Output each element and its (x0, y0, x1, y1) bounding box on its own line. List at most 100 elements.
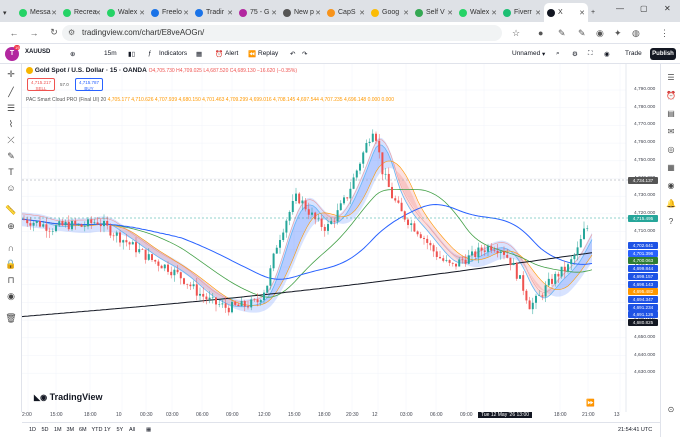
tab-close-icon[interactable]: ✕ (315, 9, 321, 17)
tab-close-icon[interactable]: ✕ (227, 9, 233, 17)
reload-icon[interactable]: ↻ (50, 27, 58, 37)
undo-icon[interactable]: ↶ (290, 51, 296, 58)
range-button[interactable]: 1M (54, 427, 62, 433)
tab-close-icon[interactable]: ✕ (359, 9, 365, 17)
tab-close-icon[interactable]: ✕ (579, 9, 585, 17)
range-button[interactable]: 1Y (104, 427, 111, 433)
browser-tab[interactable]: Walex ✕ (104, 3, 148, 22)
extension-icon[interactable]: ● (538, 28, 544, 38)
tab-close-icon[interactable]: ✕ (535, 9, 541, 17)
interval-button[interactable]: 15m (104, 50, 117, 57)
trash-icon[interactable]: 🗑 (5, 313, 17, 323)
indicator-legend[interactable]: PAC Smart Cloud PRO (Final UI) 20 4,705.… (26, 97, 394, 103)
url-field[interactable]: ⚙ tradingview.com/chart/E8veAOGn/ (62, 25, 502, 41)
scroll-to-realtime-icon[interactable]: ⏩ (586, 400, 595, 407)
bookmark-star-icon[interactable]: ☆ (512, 28, 521, 38)
tab-close-icon[interactable]: ✕ (139, 9, 145, 17)
tab-close-icon[interactable]: ✕ (403, 9, 409, 17)
buy-button[interactable]: 4,715.787 BUY (75, 78, 103, 91)
trade-button[interactable]: Trade (625, 50, 642, 57)
browser-tab[interactable]: CapS ✕ (324, 3, 368, 22)
ruler-icon[interactable]: 📏 (5, 205, 17, 215)
tab-close-icon[interactable]: ✕ (447, 9, 453, 17)
browser-tab[interactable]: Walex ✕ (456, 3, 500, 22)
symbol-search[interactable]: XAUUSD (25, 49, 51, 55)
compare-add-icon[interactable]: ⊕ (70, 51, 76, 58)
browser-menu-icon[interactable]: ▾ (3, 9, 7, 17)
site-info-icon[interactable]: ⚙ (68, 28, 76, 37)
puzzle-icon[interactable]: ✦ (614, 28, 622, 38)
fib-icon[interactable]: ☰ (6, 103, 16, 113)
tab-close-icon[interactable]: ✕ (51, 9, 57, 17)
alerts-clock-icon[interactable]: ⏰ (666, 91, 676, 100)
browser-tab[interactable]: Fiverr ✕ (500, 3, 544, 22)
layout-name-button[interactable]: Unnamed (512, 50, 541, 57)
minimize-icon[interactable]: — (616, 4, 624, 13)
tab-close-icon[interactable]: ✕ (271, 9, 277, 17)
browser-tab[interactable]: X ✕ (544, 3, 588, 22)
goto-date-icon[interactable]: ▦ (146, 427, 152, 433)
tab-close-icon[interactable]: ✕ (95, 9, 101, 17)
range-button[interactable]: All (129, 427, 136, 433)
range-button[interactable]: 3M (66, 427, 75, 433)
trend-line-icon[interactable]: ╱ (8, 87, 14, 97)
back-icon[interactable]: ← (9, 27, 19, 38)
alert-button[interactable]: Alert (225, 50, 239, 57)
text-icon[interactable]: T (8, 167, 14, 177)
layout-dropdown-icon[interactable]: ▾ (542, 51, 546, 58)
replay-button[interactable]: Replay (258, 50, 279, 57)
watchlist-icon[interactable]: ☰ (667, 73, 675, 82)
browser-tab[interactable]: Recrea ✕ (60, 3, 104, 22)
range-button[interactable]: 1D (29, 427, 37, 433)
redo-icon[interactable]: ↷ (302, 51, 308, 58)
crosshair-icon[interactable]: ✛ (7, 69, 15, 79)
sell-button[interactable]: 4,715.217 SELL (27, 78, 55, 91)
indicators-button[interactable]: Indicators (159, 50, 188, 57)
browser-menu-dots-icon[interactable]: ⋮ (660, 28, 669, 38)
range-button[interactable]: 6M (79, 427, 87, 433)
browser-tab[interactable]: New p ✕ (280, 3, 324, 22)
profile-icon[interactable]: ◍ (632, 28, 640, 38)
prediction-icon[interactable]: ⤫ (7, 135, 15, 145)
lock-drawings-icon[interactable]: 🔒 (5, 259, 17, 269)
object-tree-icon[interactable]: ▤ (667, 109, 675, 118)
maximize-icon[interactable]: ▢ (640, 4, 648, 13)
price-chart[interactable] (22, 64, 660, 412)
forward-icon[interactable]: → (29, 27, 39, 38)
snapshot-camera-icon[interactable]: ◉ (604, 51, 610, 58)
range-button[interactable]: YTD (91, 427, 103, 433)
tab-close-icon[interactable]: ✕ (183, 9, 189, 17)
settings-gear-icon[interactable]: ⚙ (572, 51, 578, 58)
visibility-eye-icon[interactable]: ◉ (7, 291, 15, 301)
window-close-icon[interactable]: ✕ (664, 4, 671, 13)
new-tab-icon[interactable]: + (591, 9, 596, 16)
search-icon[interactable]: ⌕ (556, 50, 560, 57)
range-button[interactable]: 5Y (116, 427, 124, 433)
browser-tab[interactable]: Messa ✕ (16, 3, 60, 22)
help-icon[interactable]: ? (668, 217, 674, 226)
camera-icon[interactable]: ◉ (596, 28, 604, 38)
timezone-icon[interactable]: ⊙ (667, 405, 675, 414)
ideas-icon[interactable]: ◎ (667, 145, 675, 154)
calendar-icon[interactable]: ▦ (667, 163, 675, 172)
zoom-icon[interactable]: ⊕ (7, 221, 15, 231)
browser-tab[interactable]: Goog ✕ (368, 3, 412, 22)
lock-icon[interactable]: ⊓ (7, 275, 15, 285)
publish-button[interactable]: Publish (650, 48, 676, 60)
notifications-bell-icon[interactable]: 🔔 (666, 199, 676, 208)
emoji-icon[interactable]: ☺ (6, 183, 16, 193)
tab-close-icon[interactable]: ✕ (491, 9, 497, 17)
pen-purple-icon[interactable]: ✎ (578, 28, 586, 38)
patterns-icon[interactable]: ⌇ (8, 119, 14, 129)
fullscreen-icon[interactable]: ⛶ (588, 50, 593, 57)
browser-tab[interactable]: Tradir ✕ (192, 3, 236, 22)
magnet-icon[interactable]: ∩ (7, 243, 15, 253)
range-button[interactable]: 5D (41, 427, 49, 433)
brush-icon[interactable]: ✎ (7, 151, 15, 161)
chat-icon[interactable]: ✉ (667, 127, 675, 136)
browser-tab[interactable]: Freelo ✕ (148, 3, 192, 22)
browser-tab[interactable]: Self V ✕ (412, 3, 456, 22)
chart-type-icon[interactable]: ▮▯ (128, 51, 136, 58)
browser-tab[interactable]: 75 - G ✕ (236, 3, 280, 22)
pen-extension-icon[interactable]: ✎ (558, 28, 566, 38)
